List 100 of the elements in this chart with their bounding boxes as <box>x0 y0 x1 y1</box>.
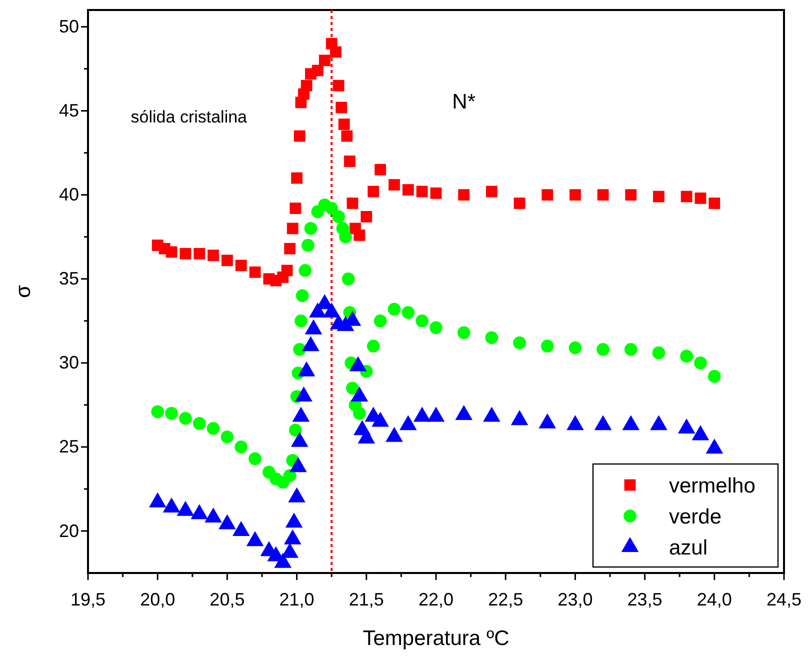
point <box>386 426 403 442</box>
point <box>290 202 302 214</box>
point <box>427 406 445 422</box>
point <box>284 242 296 254</box>
point <box>513 336 526 350</box>
point <box>430 321 442 334</box>
y-tick-label: 20 <box>58 520 79 541</box>
point <box>330 46 342 58</box>
point <box>360 211 372 222</box>
point <box>349 356 367 372</box>
point <box>485 331 498 344</box>
point <box>413 406 431 422</box>
point <box>540 340 554 353</box>
point <box>194 248 206 260</box>
point <box>706 438 724 454</box>
point <box>368 186 380 198</box>
point <box>346 198 358 209</box>
point <box>566 415 584 430</box>
point <box>372 412 389 427</box>
point <box>298 264 312 277</box>
point <box>318 54 330 66</box>
x-tick-label: 23,0 <box>558 589 593 610</box>
point <box>416 186 428 198</box>
point <box>570 189 581 201</box>
point <box>339 230 352 244</box>
point <box>312 64 324 76</box>
point <box>341 130 353 142</box>
point <box>568 341 582 354</box>
point <box>353 406 366 420</box>
point <box>291 172 302 184</box>
point <box>246 531 264 546</box>
point <box>708 370 721 383</box>
point <box>180 248 192 260</box>
point <box>286 222 298 234</box>
point <box>622 415 640 430</box>
y-tick-label: 30 <box>58 352 79 373</box>
point <box>402 184 414 196</box>
point <box>162 497 180 512</box>
x-tick-label: 22,5 <box>488 589 524 610</box>
point <box>325 202 338 215</box>
point <box>322 302 340 318</box>
point <box>624 343 638 356</box>
point <box>708 198 720 209</box>
y-tick-label: 50 <box>58 16 79 37</box>
x-axis-title: Temperatura ºC <box>362 627 510 650</box>
point <box>678 418 696 434</box>
point <box>416 314 429 328</box>
annotation: N* <box>452 90 476 114</box>
point <box>399 415 417 430</box>
point <box>346 382 359 395</box>
point <box>292 406 310 422</box>
point <box>344 156 356 167</box>
point <box>694 192 706 204</box>
point <box>288 487 306 502</box>
point <box>336 102 348 114</box>
point <box>249 266 261 278</box>
point <box>374 314 387 328</box>
point <box>514 198 526 209</box>
x-tick-label: 20,5 <box>210 589 245 610</box>
point <box>458 189 470 201</box>
point <box>165 406 178 420</box>
point <box>388 302 401 316</box>
point <box>179 412 192 425</box>
point <box>650 415 668 430</box>
point <box>302 238 314 252</box>
point <box>232 520 250 536</box>
point <box>176 500 194 516</box>
x-tick-label: 24,5 <box>766 589 802 610</box>
point <box>290 457 307 472</box>
legend-label: verde <box>669 505 722 528</box>
point <box>680 350 693 363</box>
y-axis-title: σ <box>12 284 35 298</box>
point <box>692 425 710 440</box>
point <box>294 130 306 142</box>
point <box>342 272 355 286</box>
point <box>694 356 707 370</box>
point <box>350 386 368 402</box>
x-tick-label: 22,0 <box>418 589 454 610</box>
point <box>294 314 308 328</box>
point <box>596 343 610 356</box>
point <box>302 336 320 352</box>
point <box>625 189 637 201</box>
point <box>284 529 302 544</box>
point <box>354 230 366 241</box>
point <box>338 118 350 130</box>
point <box>402 306 415 319</box>
point <box>366 340 380 353</box>
point <box>235 260 247 272</box>
point <box>281 264 293 276</box>
point <box>652 346 666 360</box>
point <box>680 190 692 202</box>
point <box>296 289 309 302</box>
point <box>388 179 400 190</box>
point <box>295 386 312 402</box>
point <box>204 508 222 523</box>
point <box>332 210 345 224</box>
point <box>486 186 498 198</box>
point <box>148 492 166 508</box>
x-tick-label: 21,0 <box>279 589 314 610</box>
point <box>510 410 528 426</box>
